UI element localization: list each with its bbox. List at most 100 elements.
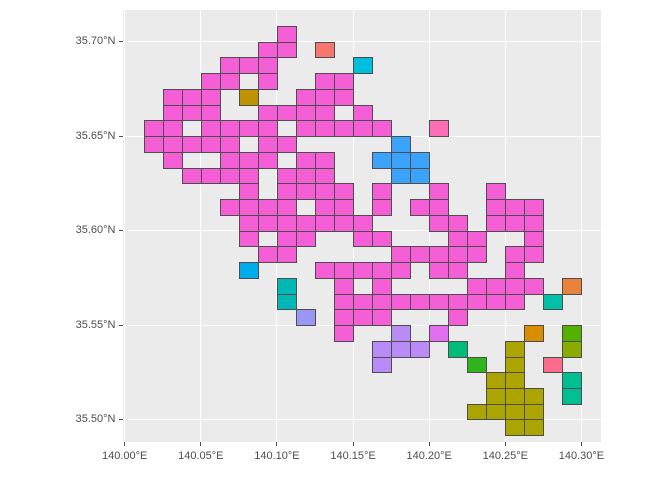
x-tick-mark [428, 441, 430, 446]
map-tile [219, 167, 240, 185]
map-tile [219, 151, 240, 169]
y-tick-mark [118, 324, 123, 326]
map-tile [295, 183, 316, 201]
y-tick-mark [118, 418, 123, 420]
map-tile [391, 262, 412, 279]
map-tile [257, 214, 278, 232]
map-tile [181, 104, 202, 122]
map-tile [467, 230, 488, 248]
major-gridline-x [200, 9, 202, 442]
map-tile [353, 214, 374, 232]
map-tile [295, 309, 316, 327]
map-tile [505, 403, 526, 421]
map-tile [276, 293, 297, 311]
map-tile [200, 120, 221, 138]
map-tile [467, 277, 488, 295]
map-tile [181, 136, 202, 153]
map-tile [334, 309, 355, 327]
map-tile [429, 293, 450, 311]
y-tick-label: 35.55°N [75, 318, 116, 331]
map-tile [315, 262, 336, 279]
map-tile [429, 214, 450, 232]
map-tile [353, 120, 374, 138]
map-tile [524, 419, 545, 437]
x-tick-label: 140.25°E [482, 449, 528, 462]
map-tile [524, 387, 545, 405]
map-tile [372, 183, 393, 201]
map-tile [334, 120, 355, 138]
map-tile [200, 73, 221, 90]
map-tile [334, 262, 355, 279]
map-tile [257, 57, 278, 75]
map-tile [429, 325, 450, 342]
major-gridline-x [580, 9, 582, 442]
map-tile [315, 120, 336, 138]
map-tile [467, 293, 488, 311]
map-tile [200, 104, 221, 122]
map-tile [467, 246, 488, 264]
map-tile [486, 214, 507, 232]
map-tile [200, 167, 221, 185]
map-tile [238, 183, 259, 201]
map-tile [372, 340, 393, 358]
map-tile [429, 262, 450, 279]
map-tile [486, 277, 507, 295]
map-tile [295, 230, 316, 248]
map-tile [200, 88, 221, 106]
map-tile [448, 309, 469, 327]
map-tile [353, 309, 374, 327]
map-tile [486, 183, 507, 201]
map-tile [353, 262, 374, 279]
map-tile [467, 356, 488, 374]
map-tile [295, 104, 316, 122]
map-tile [505, 356, 526, 374]
map-tile [315, 183, 336, 201]
map-tile [486, 199, 507, 216]
map-tile [562, 325, 583, 342]
map-tile [410, 246, 431, 264]
map-tile [162, 136, 183, 153]
map-tile [315, 214, 336, 232]
map-tile [429, 199, 450, 216]
map-tile [276, 214, 297, 232]
map-tile [334, 214, 355, 232]
map-tile [238, 88, 259, 106]
map-tile [219, 199, 240, 216]
x-tick-label: 140.05°E [178, 449, 224, 462]
map-tile [391, 246, 412, 264]
y-tick-label: 35.65°N [75, 129, 116, 142]
map-tile [276, 230, 297, 248]
map-tile [295, 120, 316, 138]
map-tile [315, 88, 336, 106]
map-tile [448, 246, 469, 264]
map-tile [448, 214, 469, 232]
map-tile [257, 120, 278, 138]
map-tile [162, 88, 183, 106]
map-tile [372, 230, 393, 248]
map-tile [276, 199, 297, 216]
map-tile [143, 120, 164, 138]
map-tile [372, 309, 393, 327]
map-tile [200, 136, 221, 153]
map-tile [181, 88, 202, 106]
map-tile [410, 340, 431, 358]
map-tile [238, 151, 259, 169]
map-tile [391, 325, 412, 342]
map-tile [315, 151, 336, 169]
map-tile [238, 262, 259, 279]
x-tick-label: 140.10°E [254, 449, 300, 462]
map-tile [257, 73, 278, 90]
map-tile [448, 293, 469, 311]
map-tile [334, 73, 355, 90]
map-tile [505, 277, 526, 295]
major-gridline-y [122, 418, 601, 420]
map-tile [238, 120, 259, 138]
map-tile [486, 372, 507, 389]
map-tile [372, 293, 393, 311]
map-tile [276, 183, 297, 201]
map-tile [410, 199, 431, 216]
map-tile [562, 372, 583, 389]
map-tile [524, 199, 545, 216]
map-tile [334, 199, 355, 216]
map-tile [276, 136, 297, 153]
